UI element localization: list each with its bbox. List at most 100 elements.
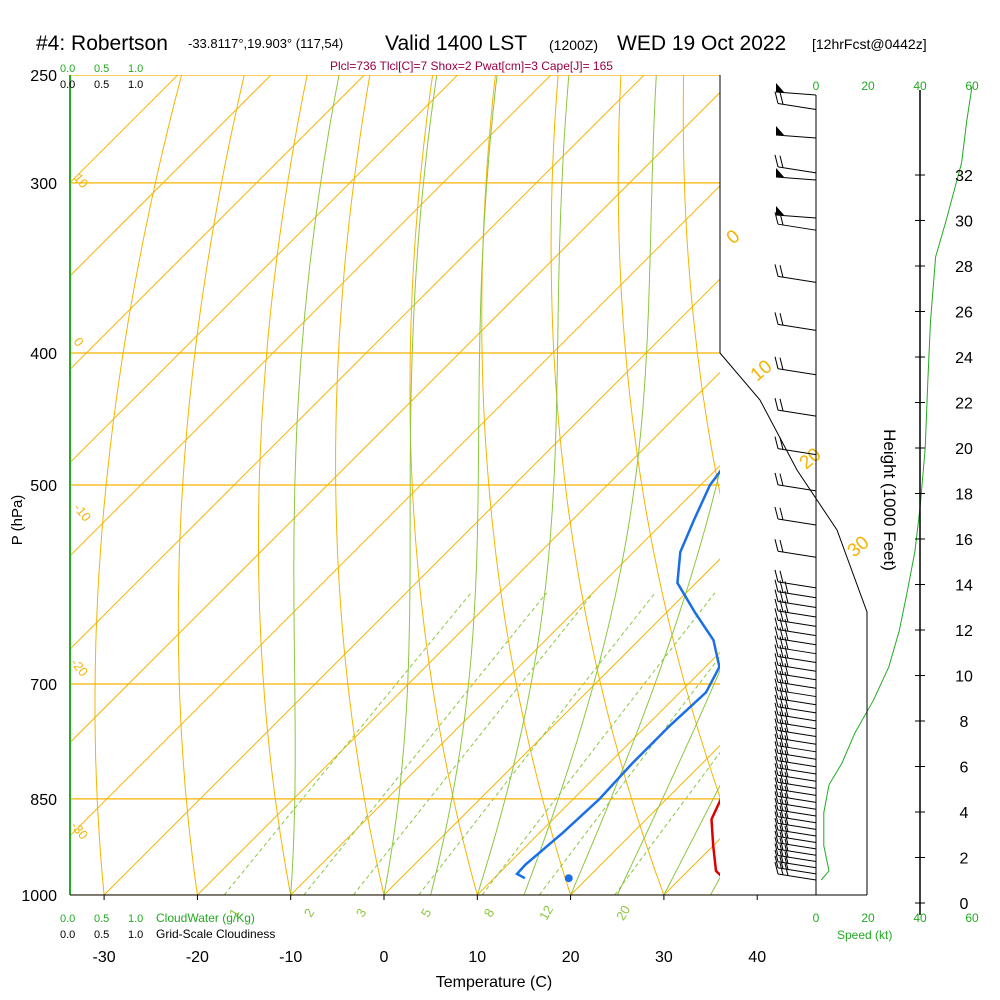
mixing-ratio-line bbox=[418, 592, 656, 895]
moist-adiabat bbox=[476, 75, 570, 895]
cloudwater-top-1: 0.5 bbox=[94, 63, 109, 75]
mixing-ratio-label: 3 bbox=[353, 906, 370, 920]
cloudiness-top-1: 0.5 bbox=[94, 79, 109, 91]
isotherm bbox=[70, 75, 272, 277]
wind-barb bbox=[774, 804, 817, 824]
isotherm-label: -30 bbox=[68, 818, 92, 842]
wind-barb bbox=[774, 686, 817, 706]
plot-right-edge-lower bbox=[719, 352, 868, 895]
moist-adiabat bbox=[663, 784, 720, 895]
sounding-profiles bbox=[515, 469, 720, 883]
wind-speed-profile bbox=[820, 86, 973, 881]
wind-barb bbox=[774, 784, 817, 803]
wind-barb bbox=[774, 830, 817, 850]
stability-indices: Plcl=736 Tlcl[C]=7 Shox=2 Pwat[cm]=3 Cap… bbox=[330, 59, 613, 73]
moist-adiabat bbox=[383, 75, 438, 895]
wind-barb bbox=[774, 755, 817, 775]
pressure-tick-label: 400 bbox=[30, 346, 57, 363]
isotherm-label: 0 bbox=[71, 334, 87, 349]
height-tick-label: 0 bbox=[960, 896, 969, 913]
isotherm bbox=[383, 558, 720, 895]
wind-barb bbox=[774, 154, 817, 174]
pressure-tick-label: 250 bbox=[30, 68, 57, 85]
height-tick-label: 4 bbox=[960, 805, 969, 822]
moist-adiabat bbox=[570, 468, 720, 895]
cloudwater-bot-2: 1.0 bbox=[128, 913, 143, 925]
dry-adiabat bbox=[682, 75, 720, 496]
wind-barb bbox=[774, 763, 817, 782]
station-coords: -33.8117°,19.903° (117,54) bbox=[188, 36, 343, 51]
wind-barb bbox=[774, 312, 817, 331]
wind-barb bbox=[774, 837, 817, 856]
wind-barb bbox=[774, 635, 817, 655]
wind-barb bbox=[774, 777, 817, 796]
mixing-ratio-line bbox=[614, 751, 720, 895]
moist-adiabat bbox=[430, 75, 498, 895]
wind-barb bbox=[774, 817, 817, 837]
dry-adiabat bbox=[550, 75, 665, 895]
cloudiness-top-0: 0.0 bbox=[60, 79, 75, 91]
wind-barb bbox=[774, 843, 817, 863]
isotherm bbox=[851, 75, 1000, 895]
height-tick-label: 10 bbox=[955, 669, 973, 686]
wind-pennant bbox=[775, 168, 817, 181]
mixing-ratio-line bbox=[303, 592, 547, 895]
cloudiness-bot-2: 1.0 bbox=[128, 929, 143, 941]
thermo-grid bbox=[70, 75, 1000, 895]
cloudiness-label: Grid-Scale Cloudiness bbox=[156, 927, 275, 941]
wind-barb bbox=[774, 824, 817, 843]
wind-barb bbox=[774, 356, 817, 376]
wind-barb bbox=[774, 397, 817, 417]
cloudwater-bot-1: 0.5 bbox=[94, 913, 109, 925]
isotherm-label: 10 bbox=[71, 170, 92, 191]
moist-adiabat bbox=[616, 669, 720, 895]
dry-adiabat bbox=[746, 75, 943, 895]
wind-speed-tick-top: 40 bbox=[913, 79, 927, 93]
dry-adiabat bbox=[481, 75, 572, 895]
height-axis-label: Height (1000 Feet) bbox=[880, 429, 899, 571]
wind-barb bbox=[774, 661, 817, 681]
wind-barb bbox=[774, 653, 817, 672]
wind-barb bbox=[774, 91, 817, 110]
pressure-tick-label: 500 bbox=[30, 478, 57, 495]
wind-barb bbox=[774, 770, 817, 789]
wind-barb bbox=[774, 264, 817, 283]
moist-adiabat bbox=[523, 75, 657, 895]
x-axis-label: Temperature (C) bbox=[436, 974, 552, 991]
mixing-ratio-label: 5 bbox=[418, 906, 435, 920]
height-tick-label: 12 bbox=[955, 623, 973, 640]
x-tick-label: 10 bbox=[468, 949, 486, 966]
dry-adiabat-label: 10 bbox=[747, 356, 777, 386]
mixing-ratio-label: 20 bbox=[613, 903, 633, 923]
height-tick-label: 20 bbox=[955, 441, 973, 458]
dry-adiabat bbox=[409, 75, 478, 895]
wind-barb bbox=[774, 811, 817, 830]
mixing-ratio-line bbox=[223, 592, 472, 895]
mixing-ratio-line bbox=[538, 655, 720, 895]
mixing-ratio-line bbox=[353, 592, 594, 895]
x-tick-label: 0 bbox=[380, 949, 389, 966]
mixing-ratio-label: 12 bbox=[536, 903, 556, 923]
wind-pennant bbox=[775, 206, 817, 219]
wind-barb bbox=[774, 472, 817, 492]
mixing-ratio-label: 8 bbox=[481, 906, 498, 920]
x-tick-label: -10 bbox=[279, 949, 302, 966]
wind-barb bbox=[774, 702, 817, 722]
wind-barb bbox=[774, 748, 817, 768]
pressure-tick-label: 850 bbox=[30, 792, 57, 809]
valid-time: Valid 1400 LST bbox=[385, 32, 527, 55]
height-tick-label: 8 bbox=[960, 714, 969, 731]
wind-barb bbox=[774, 569, 817, 589]
height-tick-label: 2 bbox=[960, 851, 969, 868]
dewpoint-profile bbox=[515, 469, 720, 880]
wind-barb bbox=[774, 733, 817, 753]
x-tick-label: 40 bbox=[748, 949, 766, 966]
mixing-ratio-label: 2 bbox=[301, 906, 318, 920]
wind-barb bbox=[774, 539, 817, 558]
pressure-tick-label: 700 bbox=[30, 677, 57, 694]
moist-adiabat bbox=[290, 75, 340, 895]
mixing-ratio-line bbox=[481, 592, 716, 895]
cloud-axis-top: 0.0 0.5 1.0 0.0 0.5 1.0 bbox=[60, 63, 143, 91]
wind-pennant bbox=[775, 83, 817, 96]
